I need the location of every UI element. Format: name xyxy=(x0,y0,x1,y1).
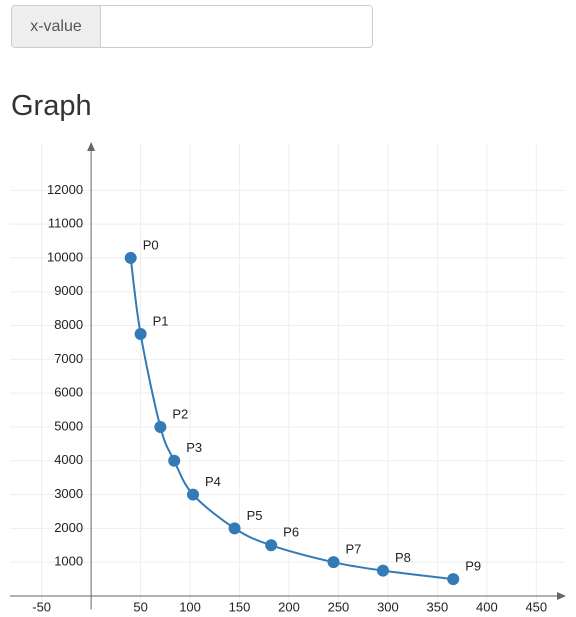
heading: Graph xyxy=(11,90,92,122)
x-value-input[interactable] xyxy=(101,6,372,47)
point-label: P7 xyxy=(346,542,362,557)
y-tick-label: 4000 xyxy=(54,452,83,467)
y-tick-label: 2000 xyxy=(54,520,83,535)
y-tick-label: 6000 xyxy=(54,385,83,400)
x-tick-label: 300 xyxy=(377,599,399,614)
x-tick-label: 250 xyxy=(328,599,350,614)
x-tick-label: 100 xyxy=(179,599,201,614)
y-tick-label: 7000 xyxy=(54,351,83,366)
x-tick-label: 450 xyxy=(525,599,547,614)
point xyxy=(168,454,181,467)
point-label: P8 xyxy=(395,550,411,565)
y-tick-label: 11000 xyxy=(48,216,83,231)
x-tick-label: 50 xyxy=(133,599,147,614)
x-tick-label: 200 xyxy=(278,599,300,614)
point xyxy=(265,539,278,552)
y-tick-label: 9000 xyxy=(54,283,83,298)
point xyxy=(134,327,147,340)
point-label: P6 xyxy=(283,525,299,540)
y-tick-label: 10000 xyxy=(47,249,83,264)
y-tick-label: 8000 xyxy=(54,317,83,332)
point xyxy=(154,420,167,433)
x-tick-label: 350 xyxy=(427,599,449,614)
x-tick-label: 150 xyxy=(229,599,251,614)
y-tick-label: 5000 xyxy=(54,418,83,433)
point xyxy=(228,522,241,535)
input-label: x-value xyxy=(12,6,101,47)
input-group: x-value xyxy=(11,5,373,48)
point xyxy=(124,251,137,264)
point xyxy=(327,556,340,569)
point-label: P3 xyxy=(186,440,202,455)
y-tick-label: 3000 xyxy=(54,486,83,501)
point xyxy=(187,488,200,501)
chart: -50 50 100 150 200 250 300 350 400 450 1000 2000 300… xyxy=(10,142,566,614)
y-tick-label: 1000 xyxy=(54,554,83,569)
point-label: P4 xyxy=(205,474,221,489)
point-label: P0 xyxy=(143,237,159,252)
point-label: P9 xyxy=(465,559,481,574)
point-label: P5 xyxy=(247,508,263,523)
point-label: P2 xyxy=(172,406,188,421)
point xyxy=(376,564,389,577)
x-tick-label: 400 xyxy=(476,599,498,614)
x-tick-label: -50 xyxy=(32,599,51,614)
point xyxy=(447,573,460,586)
curve xyxy=(129,257,454,581)
y-tick-label: 12000 xyxy=(47,182,83,197)
point-label: P1 xyxy=(153,313,169,328)
